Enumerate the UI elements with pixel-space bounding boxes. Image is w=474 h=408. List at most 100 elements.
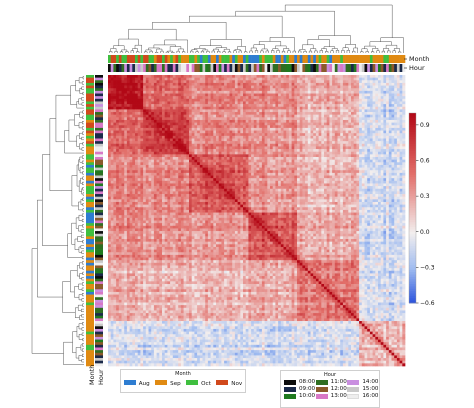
- heatmap-cell: [259, 104, 262, 107]
- heatmap-cell: [248, 115, 251, 118]
- heatmap-cell: [246, 94, 249, 97]
- heatmap-cell: [173, 160, 176, 163]
- heatmap-cell: [238, 80, 241, 83]
- heatmap-cell: [130, 125, 133, 128]
- heatmap-cell: [321, 91, 324, 94]
- heatmap-cell: [394, 125, 397, 128]
- heatmap-cell: [113, 91, 116, 94]
- heatmap-cell: [230, 149, 233, 152]
- heatmap-cell: [281, 133, 284, 136]
- row-month-cell: [86, 332, 94, 335]
- heatmap-cell: [297, 115, 300, 118]
- heatmap-cell: [394, 91, 397, 94]
- heatmap-cell: [265, 154, 268, 157]
- heatmap-cell: [138, 115, 141, 118]
- heatmap-cell: [375, 128, 378, 131]
- heatmap-cell: [162, 112, 165, 115]
- heatmap-cell: [351, 120, 354, 123]
- heatmap-cell: [305, 141, 308, 144]
- heatmap-cell: [324, 88, 327, 91]
- row-month-cell: [86, 170, 94, 173]
- heatmap-cell: [140, 112, 143, 115]
- heatmap-cell: [278, 125, 281, 128]
- heatmap-cell: [378, 125, 381, 128]
- heatmap-cell: [316, 91, 319, 94]
- heatmap-cell: [208, 154, 211, 157]
- heatmap-cell: [289, 112, 292, 115]
- heatmap-cell: [108, 138, 111, 141]
- heatmap-cell: [338, 99, 341, 102]
- heatmap-cell: [392, 112, 395, 115]
- heatmap-cell: [127, 101, 130, 104]
- heatmap-cell: [189, 144, 192, 147]
- heatmap-cell: [278, 120, 281, 123]
- heatmap-cell: [132, 160, 135, 163]
- heatmap-cell: [348, 83, 351, 86]
- heatmap-cell: [122, 88, 125, 91]
- heatmap-cell: [284, 104, 287, 107]
- heatmap-cell: [219, 75, 222, 78]
- heatmap-cell: [232, 146, 235, 149]
- heatmap-cell: [329, 104, 332, 107]
- heatmap-cell: [221, 160, 224, 163]
- heatmap-cell: [157, 107, 160, 110]
- heatmap-cell: [311, 78, 314, 81]
- heatmap-cell: [248, 128, 251, 131]
- heatmap-cell: [356, 96, 359, 99]
- heatmap-cell: [235, 128, 238, 131]
- heatmap-cell: [297, 154, 300, 157]
- heatmap-cell: [340, 144, 343, 147]
- heatmap-cell: [302, 152, 305, 155]
- heatmap-cell: [305, 160, 308, 163]
- heatmap-cell: [351, 99, 354, 102]
- heatmap-cell: [270, 117, 273, 120]
- heatmap-cell: [265, 109, 268, 112]
- heatmap-cell: [181, 157, 184, 160]
- heatmap-cell: [338, 138, 341, 141]
- heatmap-cell: [173, 168, 176, 171]
- heatmap-cell: [321, 128, 324, 131]
- row-month-cell: [86, 115, 94, 118]
- heatmap-cell: [327, 91, 330, 94]
- heatmap-cell: [159, 75, 162, 78]
- heatmap-cell: [205, 78, 208, 81]
- heatmap-cell: [146, 131, 149, 134]
- heatmap-cell: [300, 162, 303, 165]
- heatmap-cell: [162, 86, 165, 89]
- heatmap-cell: [402, 101, 405, 104]
- heatmap-cell: [354, 149, 357, 152]
- heatmap-cell: [259, 141, 262, 144]
- heatmap-cell: [321, 144, 324, 147]
- heatmap-cell: [178, 168, 181, 171]
- heatmap-cell: [316, 115, 319, 118]
- heatmap-cell: [135, 120, 138, 123]
- heatmap-cell: [367, 144, 370, 147]
- row-month-cell: [86, 295, 94, 298]
- heatmap-cell: [370, 146, 373, 149]
- heatmap-cell: [143, 96, 146, 99]
- heatmap-cell: [338, 109, 341, 112]
- heatmap-cell: [197, 80, 200, 83]
- heatmap-cell: [265, 149, 268, 152]
- heatmap-cell: [335, 141, 338, 144]
- heatmap-cell: [259, 96, 262, 99]
- heatmap-cell: [373, 115, 376, 118]
- heatmap-cell: [332, 83, 335, 86]
- heatmap-cell: [308, 96, 311, 99]
- heatmap-cell: [165, 144, 168, 147]
- heatmap-cell: [111, 101, 114, 104]
- heatmap-cell: [289, 136, 292, 139]
- heatmap-cell: [386, 99, 389, 102]
- heatmap-cell: [113, 160, 116, 163]
- heatmap-cell: [273, 149, 276, 152]
- col-hour-cell: [343, 64, 346, 72]
- heatmap-cell: [181, 144, 184, 147]
- heatmap-cell: [402, 107, 405, 110]
- heatmap-cell: [335, 117, 338, 120]
- heatmap-cell: [154, 125, 157, 128]
- heatmap-cell: [383, 78, 386, 81]
- heatmap-cell: [343, 165, 346, 168]
- heatmap-cell: [321, 157, 324, 160]
- heatmap-cell: [116, 78, 119, 81]
- heatmap-cell: [354, 99, 357, 102]
